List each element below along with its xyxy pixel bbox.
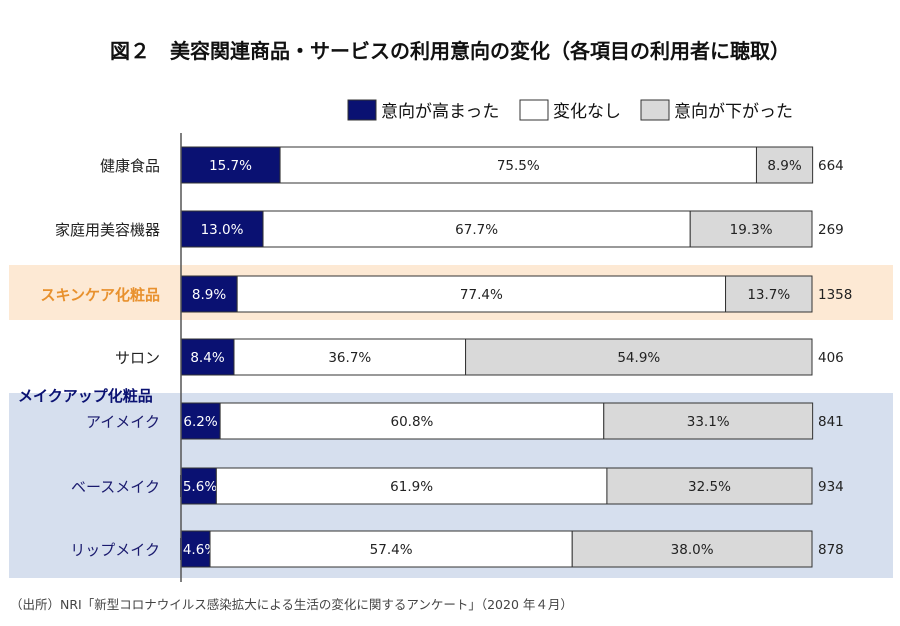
legend-label-2: 意向が下がった: [674, 102, 793, 122]
bar-segment-2: [606, 467, 813, 505]
sample-size-label: 841: [818, 414, 844, 430]
data-label: 33.1%: [687, 414, 730, 430]
bar-segment-2: [725, 275, 813, 313]
legend-label-1: 変化なし: [553, 102, 621, 122]
category-label: サロン: [115, 349, 160, 367]
data-label: 15.7%: [209, 158, 252, 174]
category-label: 家庭用美容機器: [55, 221, 160, 239]
data-label: 19.3%: [730, 222, 773, 238]
bar-segment-1: [236, 275, 727, 313]
data-label: 77.4%: [460, 287, 503, 303]
legend-swatch-1: [519, 99, 549, 121]
data-label: 38.0%: [671, 542, 714, 558]
legend-swatch-2: [640, 99, 670, 121]
data-label: 5.6%: [183, 479, 217, 495]
sample-size-label: 934: [818, 479, 844, 495]
sample-size-label: 406: [818, 350, 844, 366]
legend-swatch-0: [347, 99, 377, 121]
bar-segment-2: [465, 338, 813, 376]
bar-segment-0: [180, 210, 264, 248]
sample-size-label: 269: [818, 222, 844, 238]
bar-segment-1: [219, 402, 605, 440]
data-label: 36.7%: [328, 350, 371, 366]
category-label: ベースメイク: [71, 478, 160, 496]
sample-size-label: 1358: [818, 287, 852, 303]
category-label: アイメイク: [86, 413, 160, 431]
data-label: 8.4%: [190, 350, 224, 366]
data-label: 54.9%: [617, 350, 660, 366]
bar-segment-2: [689, 210, 813, 248]
sample-size-label: 878: [818, 542, 844, 558]
bar-segment-2: [571, 530, 813, 568]
bar-segment-1: [215, 467, 608, 505]
data-label: 32.5%: [688, 479, 731, 495]
bar-segment-1: [233, 338, 467, 376]
bar-segment-1: [262, 210, 691, 248]
category-label: リップメイク: [70, 541, 160, 559]
data-label: 61.9%: [390, 479, 433, 495]
data-label: 13.0%: [201, 222, 244, 238]
sample-size-label: 664: [818, 158, 844, 174]
bar-segment-2: [755, 146, 814, 184]
data-label: 57.4%: [370, 542, 413, 558]
data-label-bg: [180, 475, 220, 497]
data-label-bg: [180, 410, 221, 432]
bar-segment-0: [180, 146, 281, 184]
data-label: 6.2%: [183, 414, 217, 430]
data-label: 8.9%: [767, 158, 801, 174]
data-label: 60.8%: [391, 414, 434, 430]
bar-segment-2: [603, 402, 814, 440]
data-label: 8.9%: [192, 287, 226, 303]
bar-segment-1: [209, 530, 573, 568]
bar-segment-0: [180, 275, 238, 313]
source-note: （出所）NRI「新型コロナウイルス感染拡大による生活の変化に関するアンケート」（…: [10, 597, 573, 612]
data-label: 4.6%: [183, 542, 217, 558]
data-label: 67.7%: [455, 222, 498, 238]
legend-label-0: 意向が高まった: [381, 102, 499, 122]
legend: 意向が高まった 変化なし 意向が下がった: [347, 99, 793, 122]
category-label: スキンケア化粧品: [40, 286, 160, 304]
bar-segment-0: [180, 338, 235, 376]
category-label: 健康食品: [100, 157, 160, 175]
chart-title: 図２ 美容関連商品・サービスの利用意向の変化（各項目の利用者に聴取）: [110, 39, 790, 63]
data-label: 13.7%: [747, 287, 790, 303]
group-label-makeup: メイクアップ化粧品: [18, 387, 153, 405]
data-label: 75.5%: [497, 158, 540, 174]
